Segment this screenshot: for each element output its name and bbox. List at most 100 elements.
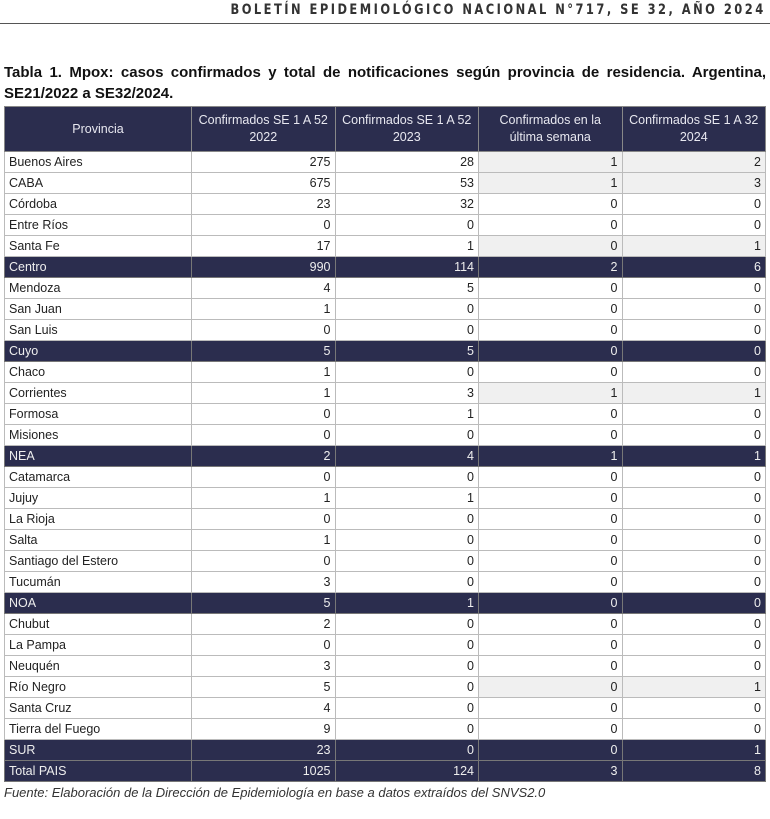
subtotal-row: SUR 23 0 0 1	[4, 739, 766, 761]
value-cell: 0	[478, 487, 623, 509]
province-cell: Tierra del Fuego	[4, 718, 192, 740]
source-note: Fuente: Elaboración de la Dirección de E…	[4, 785, 546, 800]
mpox-table: Provincia Confirmados SE 1 A 52 2022 Confi…	[4, 106, 766, 782]
value-cell: 0	[621, 571, 766, 593]
value-cell: 0	[478, 613, 623, 635]
value-cell: 1	[478, 382, 623, 404]
table-row: Santa Fe 17 1 0 1	[4, 235, 766, 257]
province-cell: Chaco	[4, 361, 192, 383]
value-cell: 0	[621, 508, 766, 530]
value-cell: 0	[334, 214, 479, 236]
value-cell: 0	[621, 718, 766, 740]
value-cell: 0	[478, 592, 623, 614]
value-cell: 17	[191, 235, 336, 257]
value-cell: 0	[478, 277, 623, 299]
value-cell: 0	[478, 529, 623, 551]
value-cell: 0	[478, 361, 623, 383]
value-cell: 3	[334, 382, 479, 404]
value-cell: 1	[191, 487, 336, 509]
value-cell: 3	[191, 571, 336, 593]
value-cell: 0	[621, 277, 766, 299]
province-cell: Chubut	[4, 613, 192, 635]
value-cell: 0	[191, 634, 336, 656]
value-cell: 4	[191, 697, 336, 719]
content: Tabla 1. Mpox: casos confirmados y total…	[0, 62, 770, 801]
value-cell: 28	[334, 151, 479, 173]
value-cell: 2	[621, 151, 766, 173]
table-row: Santiago del Estero 0 0 0 0	[4, 550, 766, 572]
table-row: Santa Cruz 4 0 0 0	[4, 697, 766, 719]
value-cell: 5	[334, 340, 479, 362]
value-cell: 2	[191, 445, 336, 467]
value-cell: 0	[621, 655, 766, 677]
province-cell: NOA	[4, 592, 192, 614]
table-row: Misiones 0 0 0 0	[4, 424, 766, 446]
table-row: Río Negro 5 0 0 1	[4, 676, 766, 698]
value-cell: 114	[334, 256, 479, 278]
value-cell: 2	[478, 256, 623, 278]
province-cell: Santiago del Estero	[4, 550, 192, 572]
table-row: La Rioja 0 0 0 0	[4, 508, 766, 530]
value-cell: 0	[621, 592, 766, 614]
value-cell: 0	[478, 424, 623, 446]
province-cell: Córdoba	[4, 193, 192, 215]
province-cell: Catamarca	[4, 466, 192, 488]
value-cell: 0	[191, 319, 336, 341]
value-cell: 0	[621, 298, 766, 320]
province-cell: Santa Cruz	[4, 697, 192, 719]
value-cell: 0	[191, 466, 336, 488]
table-row: Neuquén 3 0 0 0	[4, 655, 766, 677]
value-cell: 1	[191, 529, 336, 551]
value-cell: 0	[621, 529, 766, 551]
province-cell: SUR	[4, 739, 192, 761]
column-header: Confirmados SE 1 A 32 2024	[621, 106, 766, 152]
value-cell: 990	[191, 256, 336, 278]
subtotal-row: Centro 990 114 2 6	[4, 256, 766, 278]
subtotal-row: Total PAIS 1025 124 3 8	[4, 760, 766, 782]
value-cell: 1	[334, 487, 479, 509]
subtotal-row: NEA 2 4 1 1	[4, 445, 766, 467]
value-cell: 0	[478, 655, 623, 677]
value-cell: 0	[478, 235, 623, 257]
value-cell: 3	[191, 655, 336, 677]
value-cell: 0	[478, 319, 623, 341]
value-cell: 0	[334, 676, 479, 698]
value-cell: 0	[191, 424, 336, 446]
province-cell: Jujuy	[4, 487, 192, 509]
value-cell: 0	[478, 340, 623, 362]
province-cell: CABA	[4, 172, 192, 194]
province-cell: Río Negro	[4, 676, 192, 698]
value-cell: 0	[478, 466, 623, 488]
value-cell: 0	[621, 634, 766, 656]
value-cell: 1	[478, 445, 623, 467]
column-header: Provincia	[4, 106, 192, 152]
value-cell: 0	[334, 613, 479, 635]
value-cell: 6	[621, 256, 766, 278]
province-cell: Neuquén	[4, 655, 192, 677]
value-cell: 32	[334, 193, 479, 215]
value-cell: 1	[191, 361, 336, 383]
value-cell: 4	[334, 445, 479, 467]
province-cell: San Juan	[4, 298, 192, 320]
value-cell: 0	[478, 739, 623, 761]
header-bar: BOLETÍN EPIDEMIOLÓGICO NACIONAL N°717, S…	[0, 0, 770, 24]
value-cell: 0	[478, 571, 623, 593]
value-cell: 53	[334, 172, 479, 194]
value-cell: 1	[478, 151, 623, 173]
province-cell: Total PAIS	[4, 760, 192, 782]
value-cell: 3	[478, 760, 623, 782]
table-row: San Juan 1 0 0 0	[4, 298, 766, 320]
value-cell: 275	[191, 151, 336, 173]
province-cell: Misiones	[4, 424, 192, 446]
value-cell: 0	[621, 319, 766, 341]
column-header: Confirmados en la última semana	[478, 106, 623, 152]
value-cell: 0	[334, 424, 479, 446]
column-header: Confirmados SE 1 A 52 2023	[334, 106, 479, 152]
value-cell: 4	[191, 277, 336, 299]
province-cell: Santa Fe	[4, 235, 192, 257]
value-cell: 5	[191, 340, 336, 362]
value-cell: 0	[478, 508, 623, 530]
province-cell: Buenos Aires	[4, 151, 192, 173]
column-header: Confirmados SE 1 A 52 2022	[191, 106, 336, 152]
value-cell: 0	[621, 550, 766, 572]
